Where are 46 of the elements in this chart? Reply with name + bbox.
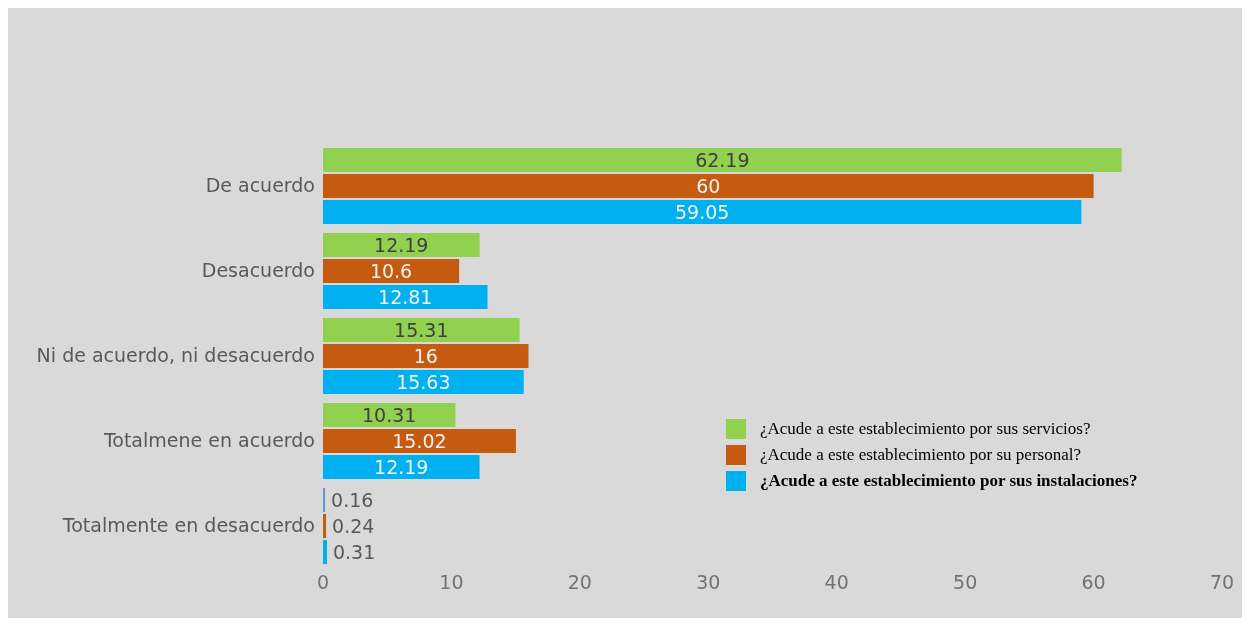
data-label: 10.31	[362, 403, 417, 426]
bar	[323, 148, 1122, 173]
x-tick-label: 20	[567, 571, 592, 594]
x-tick-label: 70	[1209, 571, 1235, 594]
legend-label: ¿Acude a este establecimiento por sus instalaciones?	[760, 471, 1138, 491]
x-tick-label: 10	[439, 571, 464, 594]
legend-label: ¿Acude a este establecimiento por sus servicios?	[760, 419, 1091, 439]
x-tick-label: 40	[824, 571, 849, 594]
data-label: 12.81	[378, 285, 433, 308]
data-label: 15.02	[392, 429, 447, 452]
bar	[323, 233, 480, 258]
x-tick-label: 0	[316, 571, 330, 594]
y-tick-label: De acuerdo	[205, 174, 315, 197]
x-tick-label: 30	[696, 571, 721, 594]
data-label: 0.31	[332, 540, 376, 563]
data-label: 15.31	[394, 318, 449, 341]
y-tick-label: Ni de acuerdo, ni desacuerdo	[36, 344, 315, 367]
bar	[323, 488, 326, 513]
bar	[323, 455, 480, 480]
bar	[323, 514, 327, 539]
data-label: 60	[696, 174, 721, 197]
y-tick-label: Totalmene en acuerdo	[102, 429, 315, 452]
y-tick-label: Totalmente en desacuerdo	[61, 514, 315, 537]
data-label: 62.19	[695, 148, 750, 171]
bar	[323, 285, 488, 310]
y-tick-label: Desacuerdo	[201, 259, 315, 282]
bar	[323, 403, 456, 428]
bar	[323, 344, 529, 369]
data-label: 15.63	[396, 370, 451, 393]
bar	[323, 200, 1082, 225]
bar	[323, 429, 516, 454]
x-tick-label: 50	[953, 571, 978, 594]
legend-label: ¿Acude a este establecimiento por su personal?	[760, 445, 1081, 465]
data-label: 12.19	[374, 455, 429, 478]
data-label: 0.24	[332, 514, 375, 537]
bar	[323, 540, 327, 565]
bar	[323, 318, 520, 343]
data-label: 59.05	[674, 200, 730, 223]
bar	[323, 174, 1094, 199]
data-label: 0.16	[331, 488, 374, 511]
data-label: 16	[413, 344, 438, 367]
bar	[323, 370, 524, 395]
x-tick-label: 60	[1081, 571, 1106, 594]
data-label: 10.6	[369, 259, 413, 282]
data-label: 12.19	[374, 233, 429, 256]
bar	[323, 259, 460, 284]
